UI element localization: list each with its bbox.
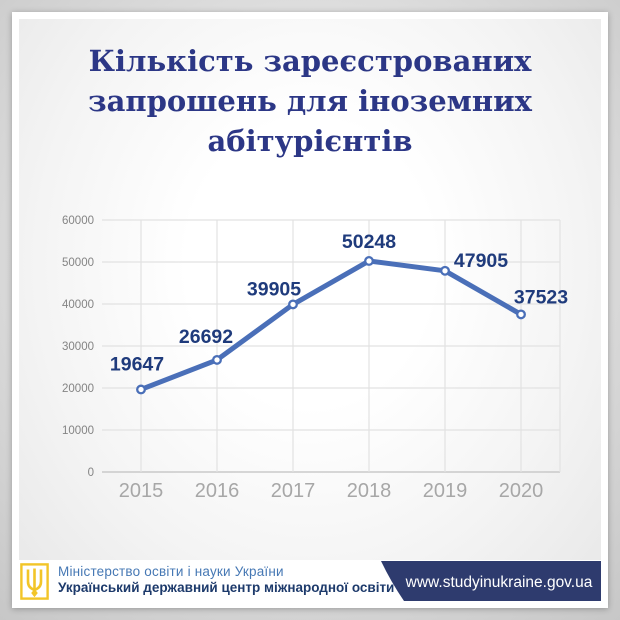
y-tick-label: 40000 <box>62 299 94 311</box>
data-point-label: 50248 <box>342 231 396 253</box>
data-point-label: 26692 <box>179 326 233 348</box>
x-tick-label: 2019 <box>423 480 468 502</box>
website-url: www.studyinukraine.gov.ua <box>405 574 593 591</box>
data-point-label: 37523 <box>514 286 568 308</box>
center-name: Український державний центр міжнародної … <box>58 580 395 595</box>
website-banner: www.studyinukraine.gov.ua <box>381 561 601 601</box>
data-point-marker <box>516 309 526 320</box>
poster-card: Кількість зареєстрованих запрошень для і… <box>12 12 608 608</box>
title-line-2: запрошень для іноземних <box>88 84 532 118</box>
series-line <box>138 258 524 392</box>
x-tick-label: 2020 <box>499 480 544 502</box>
x-tick-label: 2018 <box>347 480 392 502</box>
title-line-3: абітурієнтів <box>207 124 413 158</box>
data-point-label: 19647 <box>110 353 164 375</box>
y-tick-label: 0 <box>88 467 94 479</box>
page-title: Кількість зареєстрованих запрошень для і… <box>19 41 601 161</box>
ministry-name: Міністерство освіти і науки України <box>58 564 284 579</box>
ministry-block: Міністерство освіти і науки України Укра… <box>58 562 394 596</box>
x-tick-label: 2015 <box>119 480 164 502</box>
footer-bar: Міністерство освіти і науки України Укра… <box>19 560 601 601</box>
title-line-1: Кількість зареєстрованих <box>88 44 532 78</box>
line-chart: 0 10000 20000 30000 40000 50000 60000 2015 2016 2… <box>62 215 568 502</box>
ukraine-trident-icon <box>20 563 49 600</box>
y-tick-label: 10000 <box>62 425 94 437</box>
x-tick-label: 2017 <box>271 480 316 502</box>
y-tick-label: 20000 <box>62 383 94 395</box>
x-tick-label: 2016 <box>195 480 240 502</box>
data-point-marker <box>136 384 146 395</box>
banner-ribbon <box>381 561 601 601</box>
y-tick-label: 50000 <box>62 257 94 269</box>
data-point-marker <box>364 256 374 266</box>
data-point-marker <box>440 265 450 276</box>
data-point-marker <box>288 299 298 310</box>
data-point-label: 47905 <box>454 250 508 272</box>
poster-content: Кількість зареєстрованих запрошень для і… <box>19 19 601 601</box>
data-point-label: 39905 <box>247 278 301 300</box>
data-point-marker <box>212 354 222 365</box>
y-tick-label: 60000 <box>62 215 94 227</box>
y-tick-label: 30000 <box>62 341 94 353</box>
